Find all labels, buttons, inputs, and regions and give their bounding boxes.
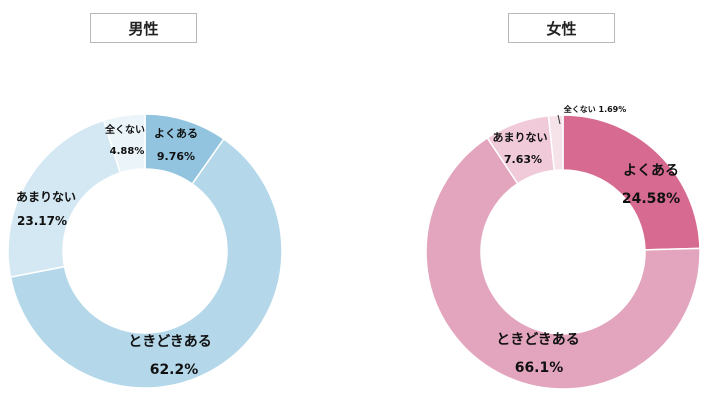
male-label-3-name: あまりない xyxy=(16,190,76,204)
female-label-4: 全くない 1.69% xyxy=(563,104,627,114)
male-label-2-value: 62.2% xyxy=(150,362,199,378)
female-label-3-value: 7.63% xyxy=(504,153,542,166)
male-donut: よくある 9.76% ときどきある 62.2% あまりない 23.17% 全くない 4.88% xyxy=(7,113,283,389)
male-label-3-value: 23.17% xyxy=(17,214,67,228)
male-label-4-name: 全くない xyxy=(104,123,145,136)
male-slice-4 xyxy=(102,113,146,174)
male-label-2-name: ときどきある xyxy=(128,334,212,350)
female-slice-2 xyxy=(425,136,701,390)
male-slice-3 xyxy=(7,119,122,278)
female-label-1-value: 24.58% xyxy=(622,191,680,207)
male-label-4-value: 4.88% xyxy=(110,146,145,157)
male-label-1-name: よくある xyxy=(154,127,198,140)
male-slice-2 xyxy=(9,137,283,389)
male-label-1-value: 9.76% xyxy=(157,150,195,163)
female-chart-title: 女性 xyxy=(508,13,615,43)
female-slice-1 xyxy=(562,114,701,251)
female-label-3-name: あまりない xyxy=(493,131,548,144)
female-label-2-name: ときどきある xyxy=(496,332,580,348)
female-leader-line xyxy=(557,114,561,125)
male-chart-title: 男性 xyxy=(90,13,197,43)
female-label-2-value: 66.1% xyxy=(515,360,564,376)
female-slice-4 xyxy=(547,114,564,172)
female-donut: よくある 24.58% ときどきある 66.1% あまりない 7.63% 全くない 1.69… xyxy=(425,104,701,390)
female-label-1-name: よくある xyxy=(623,163,679,179)
